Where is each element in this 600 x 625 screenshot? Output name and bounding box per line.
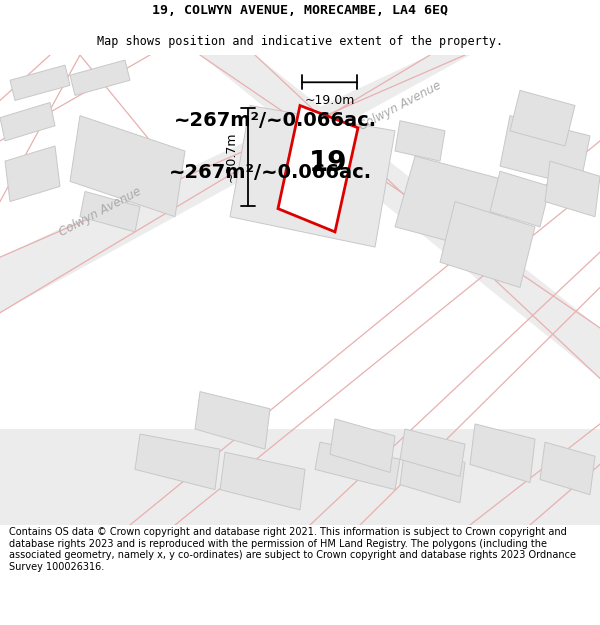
Text: 19, COLWYN AVENUE, MORECAMBE, LA4 6EQ: 19, COLWYN AVENUE, MORECAMBE, LA4 6EQ: [152, 4, 448, 18]
Polygon shape: [70, 116, 185, 217]
Polygon shape: [200, 55, 600, 379]
Polygon shape: [0, 429, 600, 525]
Polygon shape: [395, 121, 445, 161]
Polygon shape: [545, 161, 600, 217]
Polygon shape: [278, 106, 358, 232]
Polygon shape: [5, 146, 60, 201]
Polygon shape: [315, 442, 400, 489]
Polygon shape: [80, 191, 140, 232]
Text: ~267m²/~0.066ac.: ~267m²/~0.066ac.: [169, 163, 371, 182]
Polygon shape: [510, 91, 575, 146]
Polygon shape: [470, 424, 535, 483]
Text: 19: 19: [308, 149, 347, 178]
Polygon shape: [490, 171, 550, 227]
Polygon shape: [500, 116, 590, 186]
Polygon shape: [195, 392, 270, 449]
Polygon shape: [230, 106, 395, 247]
Polygon shape: [440, 201, 535, 288]
Polygon shape: [395, 156, 510, 252]
Polygon shape: [70, 60, 130, 96]
Polygon shape: [400, 429, 465, 476]
Text: ~30.7m: ~30.7m: [225, 132, 238, 182]
Polygon shape: [540, 442, 595, 494]
Text: Map shows position and indicative extent of the property.: Map shows position and indicative extent…: [97, 35, 503, 48]
Polygon shape: [400, 446, 465, 503]
Polygon shape: [220, 452, 305, 510]
Text: Colwyn Avenue: Colwyn Avenue: [57, 184, 143, 239]
Text: ~19.0m: ~19.0m: [304, 94, 355, 108]
Polygon shape: [0, 55, 470, 312]
Polygon shape: [0, 102, 55, 141]
Polygon shape: [10, 65, 70, 101]
Text: Contains OS data © Crown copyright and database right 2021. This information is : Contains OS data © Crown copyright and d…: [9, 527, 576, 572]
Text: Colwyn Avenue: Colwyn Avenue: [357, 78, 443, 132]
Polygon shape: [330, 419, 395, 472]
Polygon shape: [135, 434, 220, 489]
Text: ~267m²/~0.066ac.: ~267m²/~0.066ac.: [173, 111, 377, 130]
